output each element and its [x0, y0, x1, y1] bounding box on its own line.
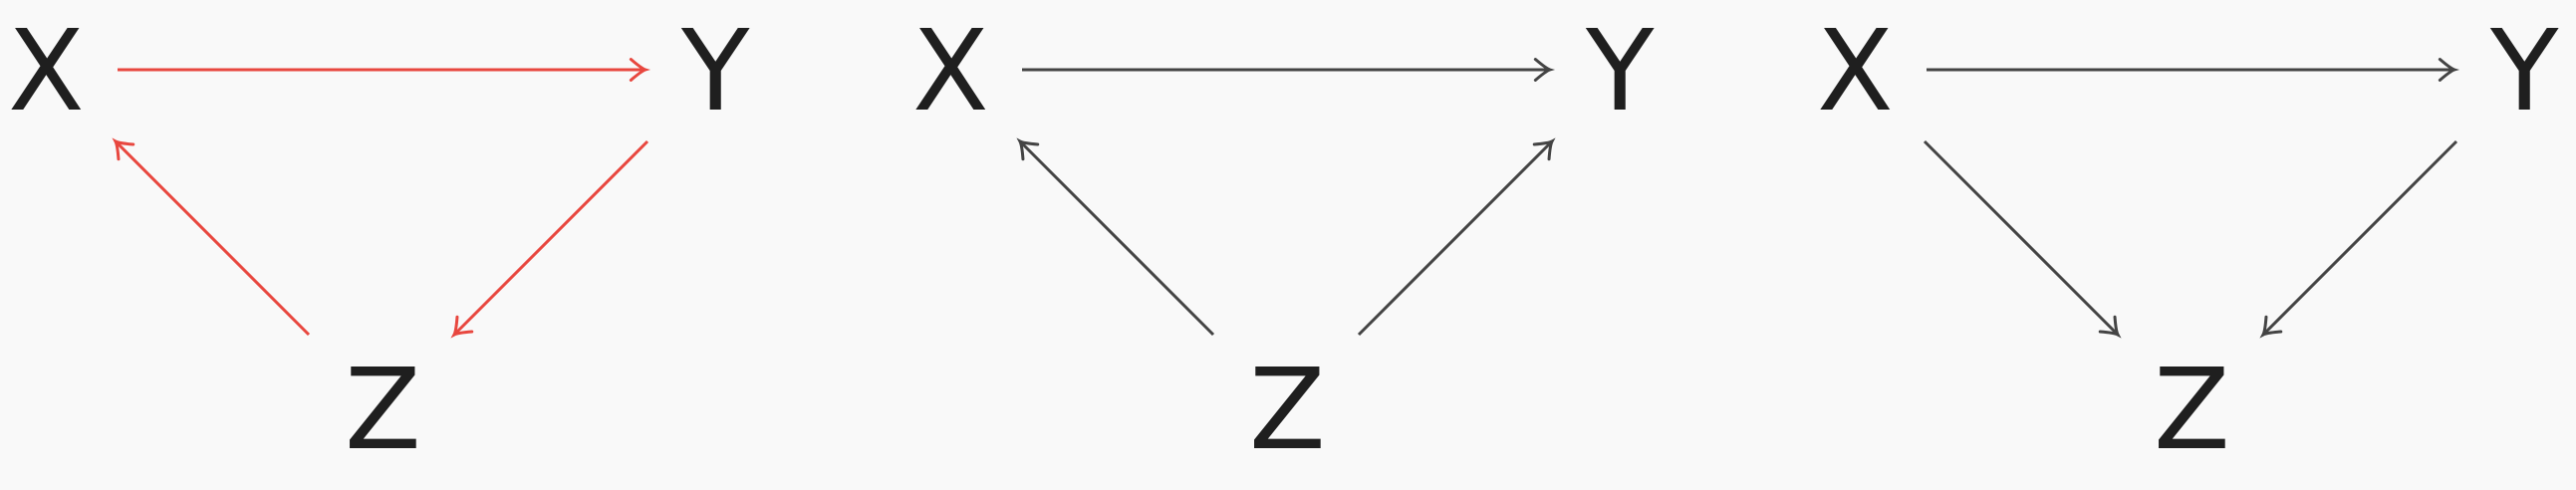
edge-line [1923, 139, 2120, 337]
diagram-3-edge-y-to-z [2259, 139, 2458, 339]
diagram-1-edges [112, 58, 651, 339]
diagram-1-node-x: X [8, 7, 85, 136]
diagram-3-edges [1923, 58, 2460, 339]
edge-line [452, 139, 649, 337]
edge-line [1018, 139, 1215, 337]
arrowhead-icon [1533, 58, 1556, 82]
diagram-3-node-x: X [1817, 7, 1894, 136]
diagram-1: X Y Z [8, 7, 750, 475]
diagram-3: X Y Z [1817, 7, 2559, 475]
diagram-2-node-x: X [912, 7, 989, 136]
edge-line [1357, 139, 1554, 337]
diagram-1-edge-z-to-x [112, 137, 311, 337]
edge-line [2261, 139, 2458, 337]
diagram-2-node-z: Z [1249, 346, 1326, 475]
diagram-2-edge-z-to-y [1357, 137, 1556, 337]
diagram-2-edges [1016, 58, 1556, 337]
diagram-3-node-y: Y [2489, 7, 2559, 136]
edge-line [114, 139, 311, 337]
diagram-3-node-z: Z [2154, 346, 2230, 475]
diagram-1-edge-y-to-z [450, 139, 649, 339]
diagram-1-node-z: Z [345, 346, 421, 475]
arrowhead-icon [2098, 315, 2122, 339]
arrowhead-icon [112, 137, 135, 161]
arrowhead-icon [1016, 137, 1040, 161]
diagram-2-edge-x-to-y [1022, 58, 1556, 82]
arrowhead-icon [2259, 315, 2283, 339]
arrowhead-icon [2438, 58, 2460, 82]
diagram-2: X Y Z [912, 7, 1655, 475]
arrowhead-icon [450, 315, 474, 339]
arrowhead-icon [629, 58, 651, 82]
diagram-1-edge-x-to-y [118, 58, 651, 82]
arrowhead-icon [1532, 137, 1556, 161]
diagram-1-node-y: Y [680, 7, 750, 136]
diagram-2-node-y: Y [1585, 7, 1655, 136]
diagram-2-edge-z-to-x [1016, 137, 1215, 337]
diagram-3-edge-x-to-y [1927, 58, 2460, 82]
diagram-3-edge-x-to-z [1923, 139, 2122, 339]
